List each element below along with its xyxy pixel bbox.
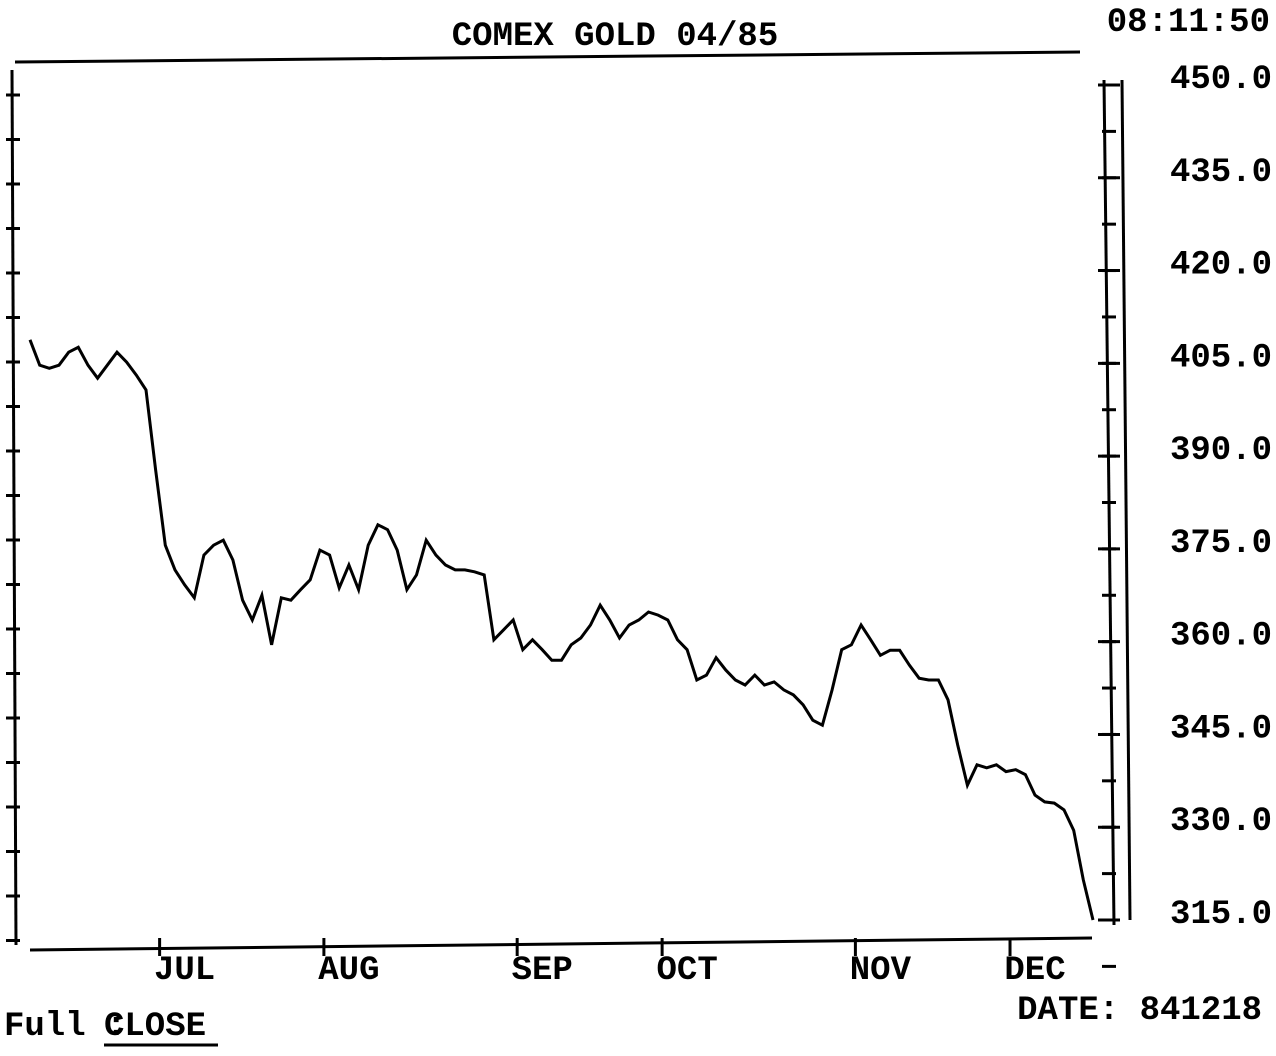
- y-tick-label: 375.0: [1170, 525, 1272, 563]
- y-tick-label: 420.0: [1170, 247, 1272, 285]
- price-line: [28, 339, 1095, 921]
- top-border: [14, 50, 1081, 64]
- y-tick-label: 330.0: [1170, 803, 1272, 841]
- y-tick-label: 360.0: [1170, 618, 1272, 656]
- y-tick-label: 450.0: [1170, 61, 1272, 99]
- footer-field: CLOSE: [104, 1008, 206, 1046]
- x-tick-label: DEC: [1004, 952, 1065, 990]
- footer-mode: Full :: [4, 1008, 126, 1046]
- x-tick-label: JUL: [154, 952, 215, 990]
- x-tick-label: OCT: [657, 952, 718, 990]
- clock: 08:11:50: [1107, 4, 1270, 42]
- y-tick-label: 315.0: [1170, 896, 1272, 934]
- y-tick-label: 405.0: [1170, 339, 1272, 377]
- y-tick-label: 435.0: [1170, 154, 1272, 192]
- right-axis-outer: [1120, 79, 1132, 921]
- y-tick-label: 345.0: [1170, 710, 1272, 748]
- x-tick-label: SEP: [512, 952, 573, 990]
- chart-title: COMEX GOLD 04/85: [452, 18, 778, 56]
- footer-date: DATE: 841218: [1017, 992, 1262, 1030]
- y-tick-label: 390.0: [1170, 432, 1272, 470]
- x-tick-label: AUG: [318, 952, 379, 990]
- x-axis: [29, 936, 1093, 952]
- left-axis: [10, 69, 18, 946]
- x-tick-label: NOV: [850, 952, 912, 990]
